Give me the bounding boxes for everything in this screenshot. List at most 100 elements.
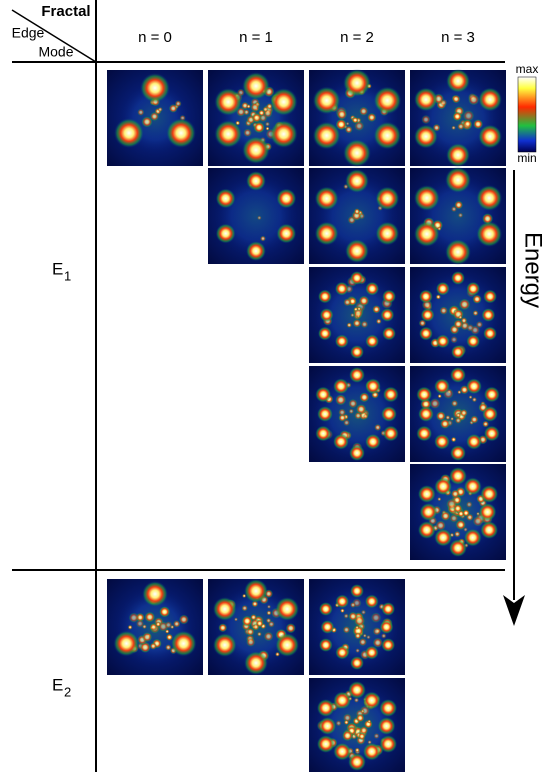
image-spot	[382, 290, 396, 304]
image-speckle	[354, 121, 364, 131]
image-speckle	[440, 419, 450, 429]
image-speckle	[439, 306, 448, 315]
image-spot	[350, 271, 364, 285]
image-spot	[451, 271, 465, 285]
image-speckle	[367, 719, 371, 723]
image-speckle	[242, 615, 253, 626]
column-header: n = 3	[441, 29, 475, 46]
image-speckle	[354, 208, 361, 215]
image-spot	[484, 387, 500, 403]
image-speckle	[455, 519, 466, 530]
image-spot	[246, 171, 266, 191]
image-speckle	[136, 619, 145, 628]
image-speckle	[451, 437, 456, 442]
image-spot	[345, 169, 369, 193]
image-spot	[466, 434, 482, 450]
image-speckle	[371, 612, 382, 623]
image-spot	[381, 406, 397, 422]
image-spot	[242, 72, 270, 100]
image-spot	[416, 426, 432, 442]
image-spot	[414, 88, 438, 112]
image-speckle	[359, 107, 368, 116]
row-label: E	[52, 259, 63, 278]
image-spot	[445, 239, 471, 265]
image-spot	[434, 477, 452, 495]
image-speckle	[352, 319, 361, 328]
mode-image	[208, 579, 304, 675]
image-spot	[381, 638, 395, 652]
image-spot	[140, 73, 170, 103]
mode-image	[208, 168, 304, 264]
image-speckle	[473, 119, 483, 129]
image-spot	[449, 539, 467, 557]
image-speckle	[462, 509, 470, 517]
image-spot	[418, 406, 434, 422]
image-spot	[373, 122, 401, 150]
image-speckle	[421, 115, 430, 124]
image-spot	[483, 327, 497, 341]
image-spot	[365, 594, 379, 608]
image-speckle	[257, 632, 262, 637]
image-speckle	[346, 322, 352, 328]
image-spot	[350, 345, 364, 359]
image-spot	[434, 378, 450, 394]
mode-image	[410, 267, 506, 363]
image-spot	[466, 334, 480, 348]
image-spot	[319, 638, 333, 652]
image-speckle	[372, 305, 381, 314]
image-spot	[418, 485, 436, 503]
image-spot	[315, 187, 339, 211]
image-speckle	[354, 412, 362, 420]
image-spot	[214, 120, 242, 148]
image-spot	[318, 327, 332, 341]
image-spot	[348, 753, 366, 771]
image-spot	[166, 118, 196, 148]
image-speckle	[150, 642, 157, 649]
image-speckle	[468, 94, 480, 106]
image-spot	[313, 122, 341, 150]
figure: Fractal Edge Mode n = 0 n = 1 n = 2 n = …	[0, 0, 553, 772]
image-speckle	[458, 213, 463, 218]
mode-image	[309, 69, 405, 167]
image-speckle	[466, 324, 474, 332]
mode-image	[107, 579, 203, 675]
image-speckle	[128, 625, 133, 630]
image-spot	[276, 189, 296, 209]
image-speckle	[459, 298, 471, 310]
image-spot	[315, 222, 339, 246]
image-speckle	[252, 623, 259, 630]
image-speckle	[450, 417, 454, 421]
image-speckle	[455, 417, 462, 424]
image-spot	[414, 185, 440, 211]
image-speckle	[159, 606, 171, 618]
image-spot	[375, 187, 399, 211]
image-spot	[315, 387, 331, 403]
image-spot	[335, 594, 349, 608]
image-spot	[345, 239, 369, 263]
image-spot	[318, 717, 336, 735]
header-edge: Edge	[12, 25, 45, 41]
image-spot	[434, 529, 452, 547]
page: Fractal Edge Mode n = 0 n = 1 n = 2 n = …	[0, 0, 553, 772]
image-speckle	[354, 632, 361, 639]
image-speckle	[373, 733, 379, 739]
image-spot	[476, 185, 502, 211]
image-speckle	[175, 100, 182, 107]
colorbar-min: min	[517, 151, 536, 165]
mode-image	[208, 70, 304, 166]
image-spot	[320, 308, 334, 322]
image-speckle	[340, 608, 345, 613]
energy-label: Energy	[520, 232, 547, 308]
row-label: E	[52, 675, 63, 694]
image-speckle	[266, 618, 272, 624]
image-spot	[275, 633, 299, 657]
image-speckle	[173, 620, 181, 628]
image-spot	[317, 735, 335, 753]
image-spot	[382, 327, 396, 341]
image-speckle	[355, 747, 360, 752]
image-spot	[379, 699, 397, 717]
image-spot	[113, 631, 139, 657]
image-spot	[365, 334, 379, 348]
image-spot	[383, 426, 399, 442]
image-speckle	[164, 621, 172, 629]
